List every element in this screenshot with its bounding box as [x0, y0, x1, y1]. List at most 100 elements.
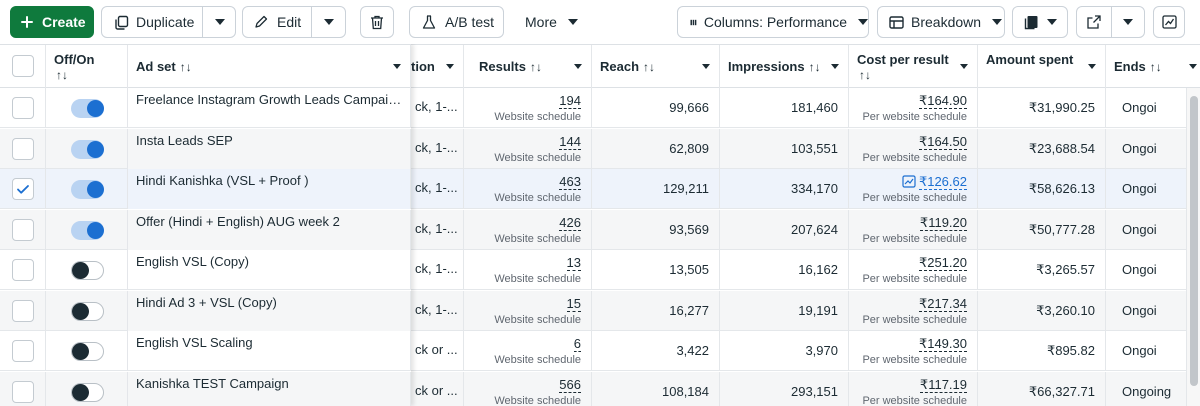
ends-value: Ongoi — [1122, 262, 1157, 277]
ad-set-name[interactable]: Freelance Instagram Growth Leads Campaig… — [136, 92, 402, 107]
header-ad-set[interactable]: Ad set ↑↓ — [128, 45, 411, 88]
table-row[interactable]: Freelance Instagram Growth Leads Campaig… — [0, 88, 1200, 128]
on-off-toggle[interactable] — [71, 261, 104, 280]
amount-spent-cell: ₹58,626.13 — [978, 169, 1106, 209]
table-row[interactable]: Offer (Hindi + English) AUG week 2 ck, 1… — [0, 209, 1200, 250]
duplicate-icon — [115, 15, 129, 30]
ab-test-button[interactable]: A/B test — [409, 6, 504, 38]
delete-button[interactable] — [360, 6, 394, 38]
toggle-knob — [87, 221, 104, 239]
breakdown-dropdown[interactable]: Breakdown — [877, 6, 1005, 38]
header-reach[interactable]: Reach ↑↓ — [592, 45, 720, 88]
impressions-cell: 3,970 — [720, 331, 849, 371]
columns-dropdown[interactable]: Columns: Performance — [677, 6, 869, 38]
ad-set-name[interactable]: Hindi Ad 3 + VSL (Copy) — [136, 294, 277, 310]
table-row[interactable]: Insta Leads SEP ck, 1-... 144 Website sc… — [0, 128, 1200, 169]
toggle-knob — [72, 383, 89, 401]
toggle-cell — [46, 331, 128, 371]
results-cell: 194 Website schedule — [464, 88, 592, 128]
cost-per-result-value[interactable]: ₹217.34 — [918, 295, 967, 312]
on-off-toggle[interactable] — [71, 220, 104, 240]
header-cost-per-result[interactable]: Cost per result ↑↓ — [849, 45, 978, 88]
ends-cell: Ongoi — [1106, 331, 1200, 371]
ad-set-cell: English VSL (Copy) — [128, 250, 411, 290]
table-row[interactable]: English VSL (Copy) ck, 1-... 13 Website … — [0, 250, 1200, 290]
toggle-knob — [72, 343, 89, 360]
row-checkbox[interactable] — [12, 340, 34, 362]
row-checkbox[interactable] — [12, 259, 34, 281]
cost-per-result-value[interactable]: ₹117.19 — [919, 376, 967, 393]
edit-button[interactable]: Edit — [243, 7, 311, 37]
results-value[interactable]: 426 — [559, 214, 581, 231]
cost-per-result-value[interactable]: ₹126.62 — [918, 174, 967, 190]
create-button[interactable]: Create — [10, 6, 94, 38]
ad-set-cell: Freelance Instagram Growth Leads Campaig… — [128, 88, 411, 128]
header-amount-spent[interactable]: Amount spent — [978, 45, 1106, 88]
chevron-down-icon — [574, 64, 582, 69]
ad-set-name[interactable]: Offer (Hindi + English) AUG week 2 — [136, 213, 340, 229]
row-checkbox[interactable] — [12, 97, 34, 119]
row-checkbox[interactable] — [12, 137, 34, 160]
ends-value: Ongoi — [1122, 221, 1157, 237]
more-button[interactable]: More — [525, 6, 580, 38]
on-off-toggle[interactable] — [71, 139, 104, 159]
results-value[interactable]: 566 — [559, 376, 581, 393]
on-off-toggle[interactable] — [71, 301, 104, 321]
impressions-cell: 207,624 — [720, 209, 849, 250]
ad-set-name[interactable]: Hindi Kanishka (VSL + Proof ) — [136, 173, 309, 188]
on-off-toggle[interactable] — [71, 180, 104, 199]
header-impressions[interactable]: Impressions ↑↓ — [720, 45, 849, 88]
checkmark-icon — [17, 185, 29, 194]
ends-value: Ongoi — [1122, 343, 1157, 358]
export-dropdown-button[interactable] — [1112, 7, 1144, 37]
duplicate-button[interactable]: Duplicate — [102, 7, 202, 37]
table-row[interactable]: Hindi Kanishka (VSL + Proof ) ck, 1-... … — [0, 169, 1200, 209]
duplicate-dropdown-button[interactable] — [203, 7, 236, 37]
scrollbar-thumb[interactable] — [1190, 96, 1198, 386]
cost-per-result-value[interactable]: ₹164.90 — [918, 93, 967, 109]
row-checkbox[interactable] — [12, 178, 34, 200]
row-checkbox[interactable] — [12, 299, 34, 322]
ad-set-name[interactable]: English VSL Scaling — [136, 335, 253, 350]
toggle-cell — [46, 169, 128, 209]
results-value[interactable]: 463 — [559, 174, 581, 190]
row-checkbox[interactable] — [12, 380, 34, 403]
export-button[interactable] — [1077, 7, 1111, 37]
results-cell: 144 Website schedule — [464, 128, 592, 169]
attribution-cell: ck, 1-... — [411, 290, 464, 331]
cost-per-result-value[interactable]: ₹149.30 — [918, 336, 967, 352]
results-value[interactable]: 15 — [566, 295, 581, 312]
ends-cell: Ongoi — [1106, 291, 1200, 331]
cost-per-result-value[interactable]: ₹119.20 — [919, 214, 967, 231]
ad-set-name[interactable]: Kanishka TEST Campaign — [136, 375, 289, 391]
results-value[interactable]: 13 — [566, 255, 581, 271]
table-row[interactable]: Kanishka TEST Campaign ck or ... 566 Web… — [0, 371, 1200, 406]
table-row[interactable]: English VSL Scaling ck or ... 6 Website … — [0, 331, 1200, 371]
vertical-scrollbar[interactable] — [1186, 88, 1200, 406]
cost-per-result-value[interactable]: ₹164.50 — [918, 133, 967, 150]
header-attribution[interactable]: tion — [411, 45, 464, 88]
on-off-toggle[interactable] — [71, 99, 104, 118]
chart-toggle-button[interactable] — [1153, 6, 1185, 38]
reports-dropdown[interactable] — [1012, 6, 1068, 38]
cost-per-result-value[interactable]: ₹251.20 — [918, 255, 967, 271]
row-checkbox[interactable] — [12, 218, 34, 241]
attribution-value: ck, 1-... — [415, 99, 458, 114]
on-off-toggle[interactable] — [71, 342, 104, 361]
chevron-down-icon — [1123, 19, 1133, 25]
ad-set-name[interactable]: Insta Leads SEP — [136, 132, 233, 148]
header-off-on[interactable]: Off/On ↑↓ — [46, 45, 128, 88]
ad-set-name[interactable]: English VSL (Copy) — [136, 254, 249, 269]
results-value[interactable]: 6 — [573, 336, 581, 352]
chart-icon[interactable] — [902, 175, 916, 188]
export-icon — [1087, 15, 1101, 29]
header-ends[interactable]: Ends ↑↓ — [1106, 45, 1200, 88]
results-value[interactable]: 194 — [559, 93, 581, 109]
table-header: Off/On ↑↓ Ad set ↑↓ tion Results ↑↓ Reach ↑… — [0, 44, 1200, 88]
header-results[interactable]: Results ↑↓ — [464, 45, 592, 88]
results-value[interactable]: 144 — [559, 133, 581, 150]
table-row[interactable]: Hindi Ad 3 + VSL (Copy) ck, 1-... 15 Web… — [0, 290, 1200, 331]
on-off-toggle[interactable] — [71, 382, 104, 402]
select-all-checkbox[interactable] — [12, 55, 34, 77]
edit-dropdown-button[interactable] — [312, 7, 345, 37]
